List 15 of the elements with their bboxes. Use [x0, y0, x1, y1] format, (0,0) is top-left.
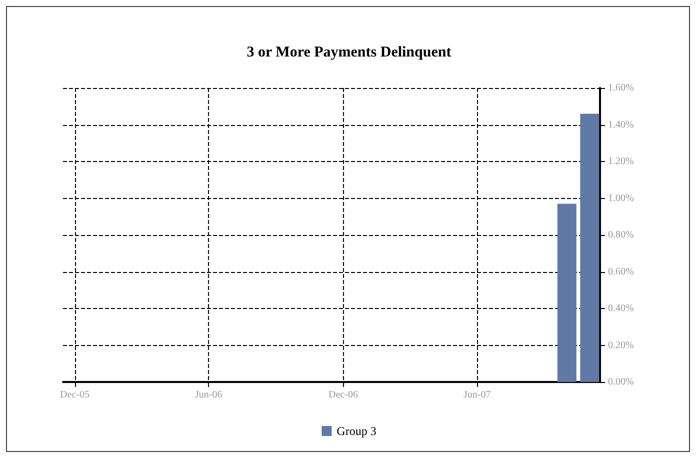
legend-label: Group 3	[336, 424, 376, 438]
y-tick-label: 0.00%	[608, 376, 634, 388]
x-tick-label: Jun-07	[464, 390, 491, 400]
x-tick-label: Dec-05	[60, 390, 90, 400]
y-tick-label: 0.80%	[608, 230, 634, 240]
y-tick-label: 0.20%	[608, 340, 634, 351]
x-tick-label: Dec-06	[328, 390, 358, 400]
y-tick-label: 1.40%	[608, 119, 634, 130]
y-tick-label: 1.60%	[608, 82, 634, 94]
y-tick-label: 0.60%	[608, 266, 634, 278]
y-tick-label: 1.00%	[608, 192, 634, 204]
x-tick-label: Jun-06	[195, 390, 222, 400]
y-tick-label: 1.20%	[608, 156, 634, 167]
y-tick-label: 0.40%	[608, 303, 634, 314]
chart-title: 3 or More Payments Delinquent	[246, 44, 452, 60]
